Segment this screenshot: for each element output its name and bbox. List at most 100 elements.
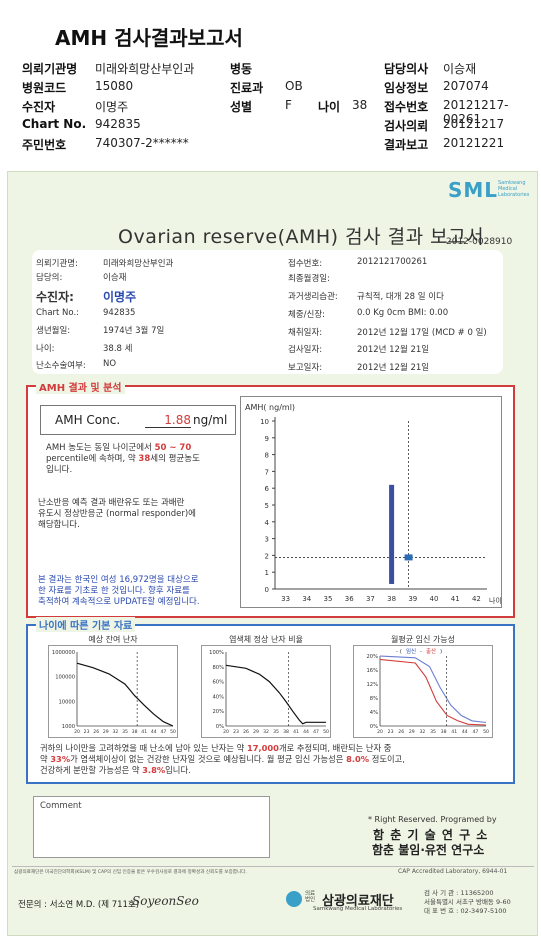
- org-name-1: 함 춘 기 술 연 구 소: [373, 828, 489, 842]
- x-tick-label: 42: [472, 595, 481, 603]
- header-key: 검사의뢰: [384, 119, 429, 133]
- mini-x-tick-label: 50: [323, 729, 329, 735]
- analysis-text-c: 세의 평균농도: [150, 454, 200, 464]
- y-tick-label: 3: [265, 536, 269, 544]
- rights-text: * Right Reserved. Programed by: [368, 815, 497, 824]
- amh-chart-box: AMH( ng/ml) 0 1 2 3 4 5 6 7 8 9 10 33 34 35 36 37 38 39 40 4…: [240, 396, 502, 608]
- header-value: 20121221: [443, 136, 505, 150]
- series-line-pregnancy: [379, 655, 487, 724]
- foundation-name-en: Samkwang Medical Laboratories: [313, 906, 403, 912]
- info-key: 최종월경일:: [288, 274, 330, 284]
- foundation-name: 삼광의료재단: [322, 894, 394, 909]
- chart-ylabel: AMH( ng/ml): [245, 403, 295, 412]
- notice-line: 한 자료를 기초로 한 것입니다. 향후 자료를: [38, 586, 190, 596]
- y-tick-label: 7: [265, 468, 269, 476]
- pregnancy-chart: - (임신 - 출산) 0% 4% 8% 12% 16% 20% 20 23 26 29 32 35 38 41…: [366, 647, 489, 735]
- mini-x-tick-label: 44: [462, 729, 468, 735]
- info-value: 규칙적, 대개 28 일 이다: [357, 292, 444, 302]
- summary-normal: 33%: [50, 754, 71, 764]
- header-value: 207074: [443, 79, 489, 93]
- info-key: 난소수술여부:: [36, 361, 86, 371]
- header-value: 미래와희망산부인과: [95, 62, 195, 76]
- info-value: 942835: [103, 308, 136, 318]
- basic-section-title: 나이에 따른 기본 자료: [36, 617, 136, 632]
- mini-x-tick-label: 35: [273, 729, 279, 735]
- mini-x-tick-label: 38: [132, 729, 138, 735]
- header-value: 20121217-00261: [443, 98, 509, 126]
- analysis-text-b: percentile에 속하며, 약: [46, 454, 136, 464]
- mini-x-tick-label: 26: [243, 729, 249, 735]
- header-value: 20121217: [443, 117, 505, 131]
- mini-y-tick-label: 4%: [370, 710, 378, 716]
- info-value: 2012년 12월 21일: [357, 363, 430, 373]
- footer-divider: [12, 866, 534, 867]
- summary-c: 약: [40, 754, 48, 764]
- analysis-text-d: 입니다.: [46, 465, 73, 475]
- header-key: 의뢰기관명: [22, 62, 78, 76]
- mini2-title: 염색체 정상 난자 비율: [229, 635, 303, 644]
- mini-x-tick-label: 32: [112, 729, 118, 735]
- comment-label: Comment: [40, 801, 82, 811]
- amh-label: AMH Conc.: [55, 413, 121, 427]
- header-key: 병원코드: [22, 81, 67, 95]
- mini-y-tick-label: 20%: [366, 654, 378, 660]
- header-key: 임상정보: [384, 81, 429, 95]
- info-key: 체중/신장:: [288, 310, 326, 320]
- header-key: 나이: [318, 100, 341, 114]
- y-tick-label: 0: [265, 586, 269, 594]
- info-key: 수진자:: [36, 290, 74, 304]
- info-value: 이승재: [103, 273, 127, 283]
- eggs-chart: 1000 10000 100000 1000000 20 23 26 29 32 35 38 41 44…: [52, 650, 176, 735]
- contact-line: 검 사 기 관 : 11365200: [424, 889, 494, 897]
- notice-line: 축적하여 계속적으로 UPDATE할 예정입니다.: [38, 597, 200, 607]
- mini-x-tick-label: 20: [377, 729, 383, 735]
- patient-info-box: [32, 250, 503, 374]
- range-bar: [389, 484, 395, 584]
- header-key: 접수번호: [384, 100, 429, 114]
- info-value: 이명주: [103, 290, 137, 304]
- mini-y-tick-label: 100%: [209, 650, 224, 656]
- notice-line: 본 결과는 한국인 여성 16,972명을 대상으로: [38, 575, 199, 585]
- info-key: Chart No.:: [36, 308, 80, 318]
- mini-chart-eggs: 1000 10000 100000 1000000 20 23 26 29 32 35 38 41 44…: [48, 645, 178, 738]
- y-tick-label: 9: [265, 435, 269, 443]
- info-value: 미래와희망산부인과: [103, 259, 174, 269]
- analysis-notice: 본 결과는 한국인 여성 16,972명을 대상으로 한 자료를 기초로 한 것…: [38, 575, 238, 608]
- header-value: 740307-2******: [95, 136, 189, 150]
- x-tick-label: 37: [366, 595, 375, 603]
- header-value: F: [285, 98, 292, 112]
- mini-x-tick-label: 47: [472, 729, 478, 735]
- foundation-prefix: 의료 법인: [305, 891, 316, 903]
- mini-x-tick-label: 47: [313, 729, 319, 735]
- report-number: 2012-0028910: [446, 237, 513, 247]
- info-key: 접수번호:: [288, 259, 323, 269]
- summary-f: 건강하게 분만할 가능성은 약: [40, 765, 140, 775]
- mini-x-tick-label: 41: [141, 729, 147, 735]
- mini-chart-pregnancy: - (임신 - 출산) 0% 4% 8% 12% 16% 20% 20 23 26 29 32 35 38 41…: [353, 645, 493, 738]
- mini-x-tick-label: 50: [170, 729, 176, 735]
- analysis-response-line: 해당합니다.: [38, 520, 80, 530]
- mini-x-tick-label: 38: [441, 729, 447, 735]
- info-key: 나이:: [36, 344, 55, 354]
- mini1-title: 예상 잔여 난자: [88, 635, 138, 644]
- analysis-response-line: 난소반응 예측 결과 배란유도 또는 과배란: [38, 498, 185, 508]
- info-key: 검사일자:: [288, 345, 323, 355]
- signature: SoyeonSeo: [132, 894, 199, 908]
- mini-x-tick-label: 23: [233, 729, 239, 735]
- cert-note: 삼광의료재단은 미국진단의학회(KSLM) 및 CAP의 신임 인증을 받은 우…: [14, 870, 247, 875]
- mini-x-tick-label: 29: [253, 729, 259, 735]
- info-key: 담당의:: [36, 273, 63, 283]
- mini-x-tick-label: 47: [160, 729, 166, 735]
- mini-x-tick-label: 44: [303, 729, 309, 735]
- info-value: NO: [103, 359, 117, 369]
- amh-conc-box: AMH Conc. 1.88 ng/ml: [40, 405, 236, 435]
- header-key: 결과보고: [384, 138, 429, 152]
- y-tick-label: 1: [265, 569, 269, 577]
- mini-y-tick-label: 60%: [212, 680, 224, 686]
- summary-text: 귀하의 나이만을 고려하였을 때 난소에 남아 있는 난자는 약 17,000개…: [40, 743, 510, 776]
- amh-unit: ng/ml: [193, 413, 228, 427]
- analysis-response-line: 유도시 정상반응군 (normal responder)에: [38, 509, 196, 519]
- mini-x-tick-label: 23: [388, 729, 394, 735]
- x-tick-label: 38: [387, 595, 396, 603]
